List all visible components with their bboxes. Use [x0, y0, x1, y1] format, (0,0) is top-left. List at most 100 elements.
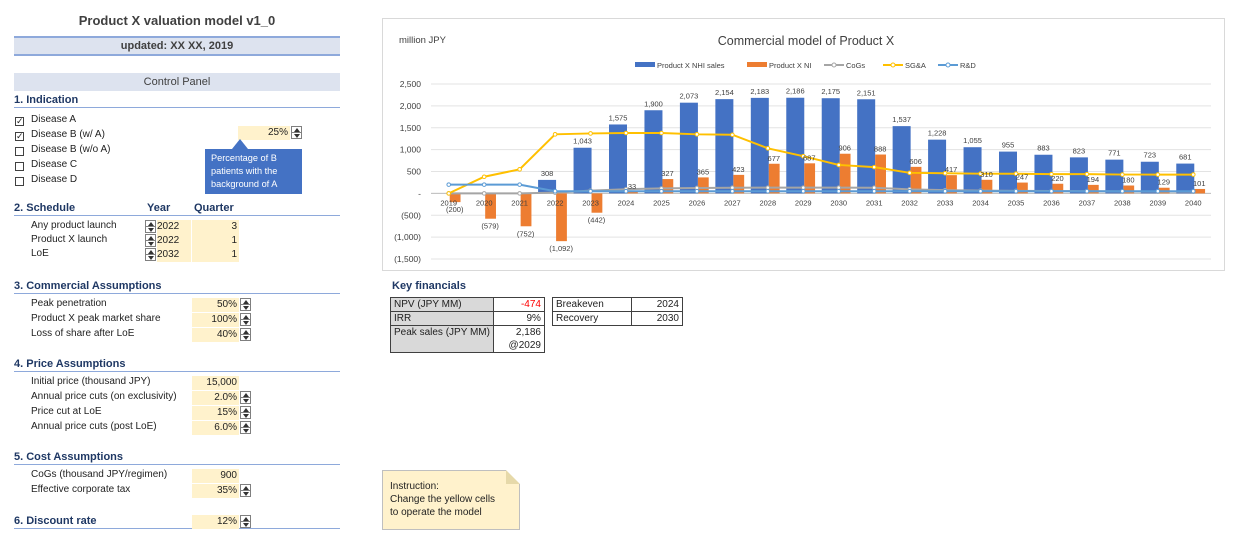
bar-ni-2040 — [1194, 188, 1206, 194]
price-label-1: Annual price cuts (on exclusivity) — [31, 391, 177, 402]
ni-label-2020: (579) — [481, 222, 499, 231]
marker-4-2028 — [765, 188, 771, 194]
indication-label-0: Disease A — [31, 114, 77, 125]
marker-4-2025 — [659, 188, 664, 194]
bar-sales-2026 — [679, 102, 698, 194]
bar-sales-2024 — [609, 124, 627, 194]
marker-3-2029 — [800, 153, 806, 159]
ni-label-2037: 194 — [1087, 175, 1100, 184]
price-value-0[interactable]: 15,000 — [192, 376, 239, 390]
x-tick-label-2026: 2026 — [689, 198, 706, 207]
price-value-2[interactable]: 15% — [192, 406, 239, 420]
price-label-0: Initial price (thousand JPY) — [31, 376, 151, 387]
bar-sales-2033 — [928, 139, 947, 194]
ni-label-2021: (752) — [517, 229, 535, 238]
ni-label-2029: 687 — [803, 153, 816, 162]
price-value-3[interactable]: 6.0% — [192, 421, 239, 435]
x-tick-label-2020: 2020 — [476, 198, 493, 207]
checkbox-disease-0[interactable]: ✓ — [15, 116, 24, 126]
checkbox-disease-2[interactable] — [15, 147, 24, 156]
marker-3-2025 — [659, 130, 664, 136]
marker-4-2030 — [836, 188, 842, 194]
indication-heading: 1. Indication — [14, 94, 340, 108]
marker-4-2034 — [978, 188, 983, 194]
bar-ni-2028 — [768, 163, 780, 194]
schedule-label-0: Any product launch — [31, 220, 117, 231]
schedule-quarter-cell-1[interactable]: 1 — [192, 234, 239, 248]
bar-ni-2022 — [556, 193, 567, 242]
sales-label-2023: 1,043 — [573, 137, 592, 146]
ni-label-2040: 101 — [1193, 179, 1206, 188]
sales-label-2032: 1,537 — [892, 115, 911, 124]
marker-4-2027 — [730, 188, 735, 194]
control-panel-header: Control Panel — [14, 73, 340, 91]
schedule-year-cell-2[interactable]: 2032 — [157, 248, 191, 262]
schedule-year-spinner-0[interactable] — [145, 220, 156, 233]
commercial-value-1[interactable]: 100% — [192, 313, 239, 327]
schedule-year-spinner-2[interactable] — [145, 248, 156, 261]
marker-4-2032 — [907, 188, 912, 194]
discount-rate-spinner[interactable] — [240, 515, 251, 528]
checkbox-disease-3[interactable] — [15, 162, 24, 171]
instruction-line-2: Change the yellow cells — [390, 494, 496, 505]
commercial-label-0: Peak penetration — [31, 298, 107, 309]
marker-4-2023 — [588, 188, 593, 194]
x-tick-label-2028: 2028 — [759, 198, 776, 207]
schedule-year-header: Year — [147, 202, 171, 214]
commercial-value-0[interactable]: 50% — [192, 298, 239, 312]
bar-ni-2029 — [804, 163, 816, 194]
x-tick-label-2023: 2023 — [582, 198, 599, 207]
schedule-quarter-cell-0[interactable]: 3 — [192, 220, 239, 234]
marker-3-2038 — [1120, 172, 1125, 177]
bar-sales-2039 — [1140, 161, 1159, 194]
cost-spinner-1[interactable] — [240, 484, 251, 497]
price-spinner-3[interactable] — [240, 421, 251, 434]
commercial-label-2: Loss of share after LoE — [31, 328, 135, 339]
price-value-1[interactable]: 2.0% — [192, 391, 239, 405]
cost-label-0: CoGs (thousand JPY/regimen) — [31, 469, 168, 480]
y-tick-label-1: 2,000 — [400, 101, 422, 111]
schedule-year-cell-1[interactable]: 2022 — [157, 234, 191, 248]
marker-4-2020 — [481, 182, 487, 187]
checkbox-disease-1[interactable]: ✓ — [15, 131, 24, 141]
peak-sales-value: 2,186 — [492, 325, 545, 339]
discount-rate-cell[interactable]: 12% — [192, 515, 239, 529]
breakeven-table: Breakeven 2024 Recovery 2030 — [552, 297, 683, 326]
ni-label-2023: (442) — [588, 216, 606, 225]
line-sga — [448, 132, 1194, 195]
bar-ni-2037 — [1087, 184, 1099, 194]
checkbox-disease-4[interactable] — [15, 177, 24, 186]
cost-value-0[interactable]: 900 — [192, 469, 239, 483]
legend-label-3: SG&A — [905, 61, 926, 70]
ni-label-2025: 327 — [661, 169, 674, 178]
sales-label-2025: 1,900 — [644, 99, 663, 108]
marker-3-2035 — [1013, 171, 1019, 176]
marker-4-2024 — [623, 188, 629, 194]
legend-swatch-0 — [635, 62, 655, 67]
price-spinner-1[interactable] — [240, 391, 251, 404]
marker-3-2031 — [871, 164, 877, 170]
commercial-spinner-0[interactable] — [240, 298, 251, 311]
price-spinner-2[interactable] — [240, 406, 251, 419]
price-label-2: Price cut at LoE — [31, 406, 102, 417]
y-tick-label-3: 1,000 — [400, 145, 422, 155]
schedule-label-2: LoE — [31, 248, 49, 259]
recovery-label: Recovery — [552, 311, 632, 326]
commercial-value-2[interactable]: 40% — [192, 328, 239, 342]
schedule-quarter-cell-2[interactable]: 1 — [192, 248, 239, 262]
disease-b-percent-spinner[interactable] — [291, 126, 302, 139]
schedule-year-cell-0[interactable]: 2022 — [157, 220, 191, 234]
bar-ni-2038 — [1123, 185, 1135, 194]
marker-3-2019 — [446, 191, 452, 196]
sales-label-2037: 823 — [1073, 146, 1086, 155]
sales-label-2035: 955 — [1002, 141, 1015, 150]
commercial-spinner-2[interactable] — [240, 328, 251, 341]
schedule-year-spinner-1[interactable] — [145, 234, 156, 247]
cost-value-1[interactable]: 35% — [192, 484, 239, 498]
ni-label-2038: 180 — [1122, 176, 1135, 185]
marker-3-2023 — [588, 131, 593, 136]
disease-b-percent-cell[interactable]: 25% — [238, 126, 290, 140]
model-title: Product X valuation model v1_0 — [78, 13, 276, 28]
commercial-spinner-1[interactable] — [240, 313, 251, 326]
discount-heading: 6. Discount rate — [14, 515, 340, 529]
